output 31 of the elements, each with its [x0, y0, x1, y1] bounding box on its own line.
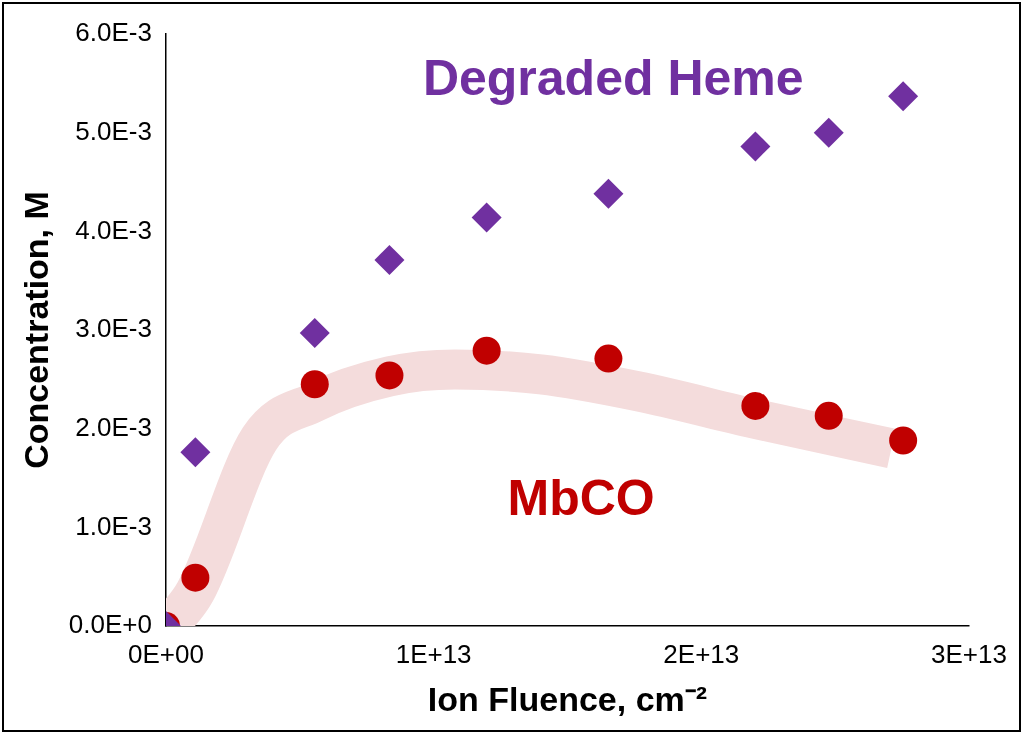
y-axis-title: Concentration, M [16, 191, 55, 469]
text: MbCO [507, 470, 655, 527]
series-label: Degraded Heme [422, 50, 804, 107]
point [888, 81, 919, 112]
y-tick-label: 6.0E-3 [75, 17, 152, 48]
x-tick-label: 2E+13 [663, 638, 740, 669]
point [593, 178, 624, 209]
y-tick-label: 0.0E+0 [68, 609, 152, 640]
y-tick-label: 3.0E-3 [75, 313, 152, 344]
x-tick-label: 1E+13 [395, 638, 472, 669]
point [181, 563, 210, 592]
point [594, 344, 623, 373]
y-tick-label: 2.0E-3 [75, 411, 152, 442]
point [741, 391, 770, 420]
y-tick-label: 4.0E-3 [75, 214, 152, 245]
point [374, 244, 405, 275]
x-axis-title: Ion Fluence, cm⁻² [427, 679, 708, 718]
point [299, 317, 330, 348]
y-tick-label: 1.0E-3 [75, 510, 152, 541]
point [889, 426, 918, 455]
point [814, 401, 843, 430]
point [740, 131, 771, 162]
point [375, 361, 404, 390]
x-tick-label: 3E+13 [931, 638, 1007, 669]
point [813, 117, 844, 148]
point [180, 437, 211, 468]
point [472, 336, 501, 365]
point [300, 370, 329, 399]
y-tick-label: 5.0E-3 [75, 115, 152, 146]
point [471, 202, 502, 233]
x-tick-label: 0E+00 [127, 638, 204, 669]
